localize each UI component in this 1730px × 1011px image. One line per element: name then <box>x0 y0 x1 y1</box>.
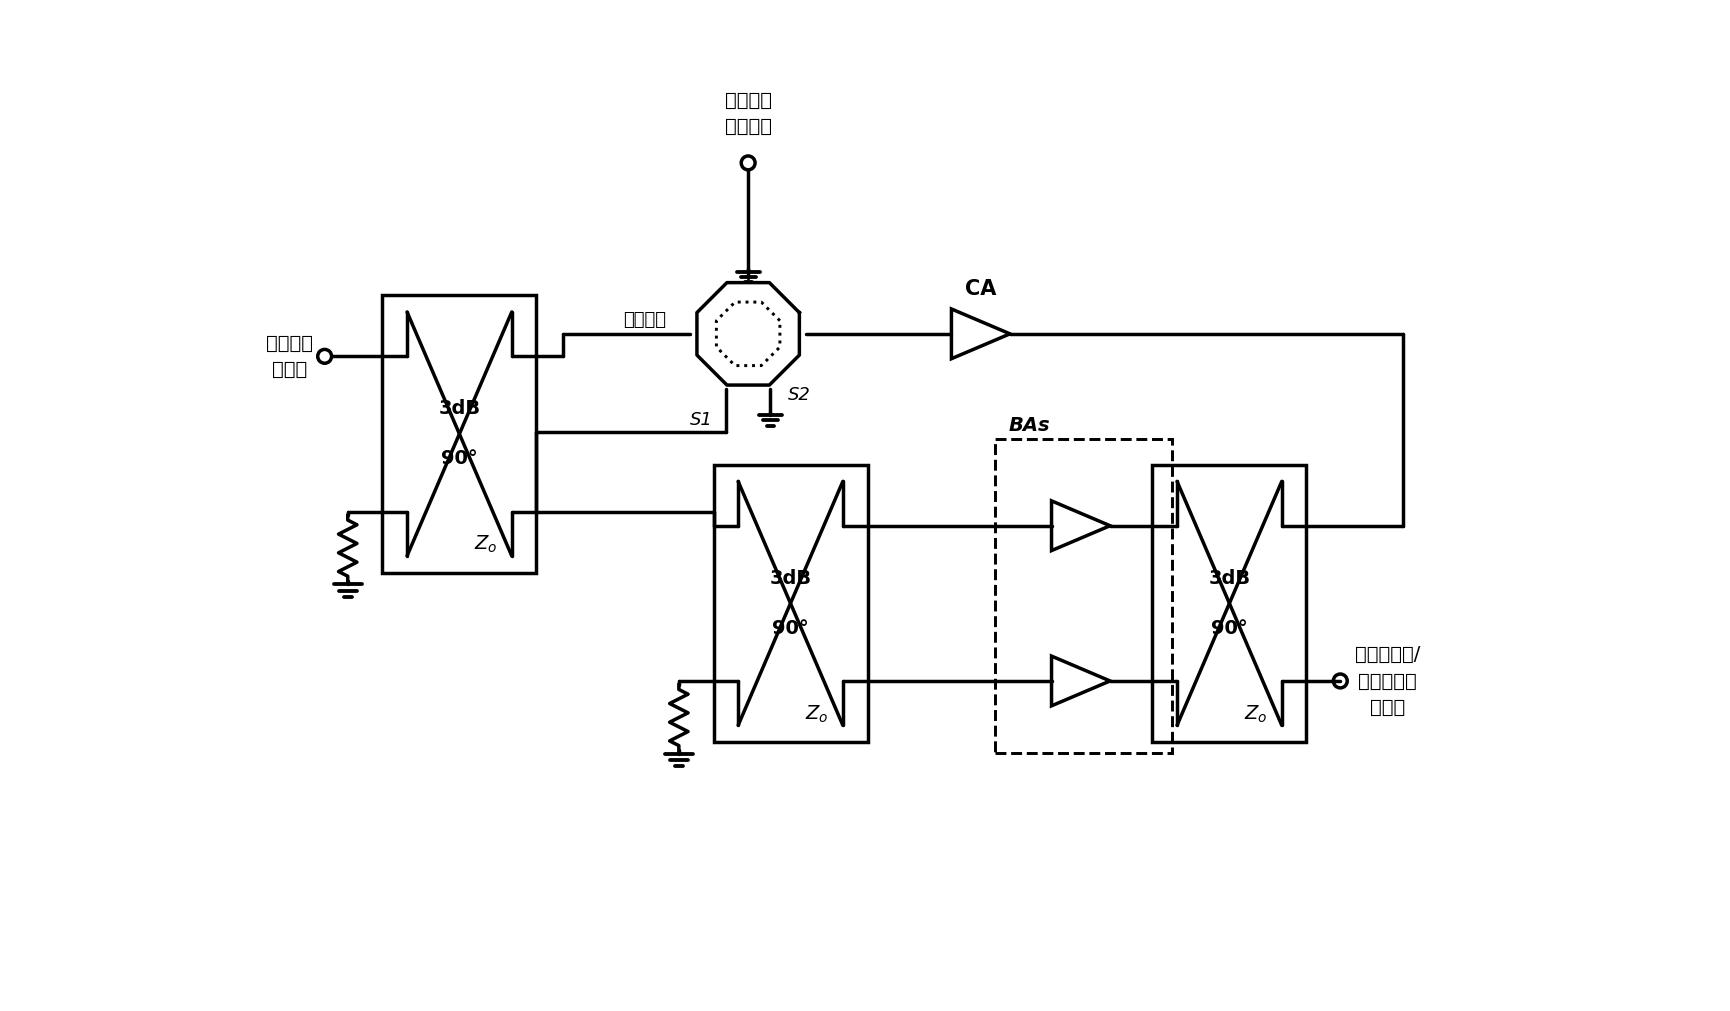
Text: 90°: 90° <box>441 449 477 468</box>
Text: 功率放大器/
低噪声放大
器输出: 功率放大器/ 低噪声放大 器输出 <box>1355 645 1420 717</box>
Text: $Z_o$: $Z_o$ <box>474 534 497 555</box>
Text: BAs: BAs <box>1009 416 1050 435</box>
Text: CA: CA <box>964 279 996 299</box>
Text: $Z_o$: $Z_o$ <box>1244 704 1266 725</box>
Text: 低噪声放
大器输入: 低噪声放 大器输入 <box>725 90 772 135</box>
Text: 耦合巴伦: 耦合巴伦 <box>623 311 666 329</box>
Bar <box>1152 465 1306 742</box>
Text: 3dB: 3dB <box>438 399 481 419</box>
Text: S2: S2 <box>787 386 811 404</box>
Text: 功率放大
器输入: 功率放大 器输入 <box>266 334 313 379</box>
Text: S1: S1 <box>690 411 713 429</box>
Text: 3dB: 3dB <box>1208 569 1249 587</box>
Bar <box>713 465 867 742</box>
Text: $Z_o$: $Z_o$ <box>804 704 829 725</box>
Bar <box>995 439 1171 752</box>
Text: 3dB: 3dB <box>770 569 811 587</box>
Text: 90°: 90° <box>1211 619 1247 638</box>
Text: 90°: 90° <box>772 619 808 638</box>
Bar <box>382 295 536 572</box>
